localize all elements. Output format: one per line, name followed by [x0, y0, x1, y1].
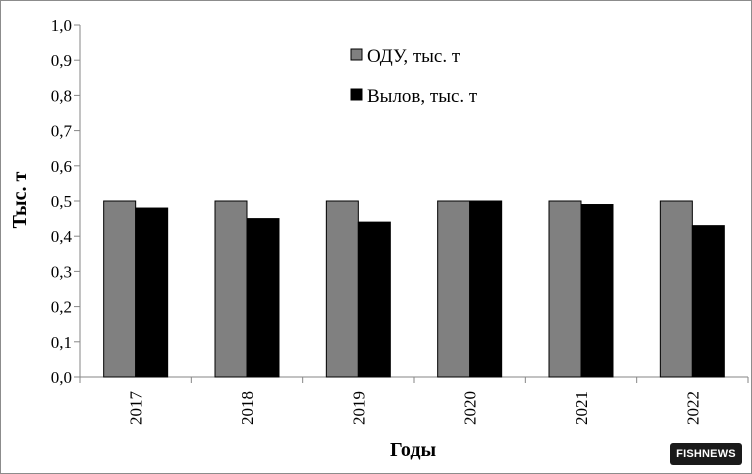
y-tick-label: 0,1	[51, 333, 72, 352]
x-tick-label: 2020	[461, 391, 480, 425]
bar-catch-2021	[580, 204, 614, 378]
legend: ОДУ, тыс. т Вылов, тыс. т	[350, 46, 478, 107]
y-tick-label: 0,2	[51, 298, 72, 317]
y-tick-label: 0,5	[51, 192, 72, 211]
y-axis: 0,0 0,1 0,2 0,3 0,4 0,5 0,6 0,7 0,8 0,9 1,0	[51, 16, 81, 387]
y-tick-label: 0,0	[51, 368, 72, 387]
x-tick-label: 2021	[572, 391, 591, 425]
y-axis-title: Тыс. т	[9, 172, 31, 229]
x-axis-title: Годы	[390, 439, 437, 461]
bar-odu-2022	[659, 200, 693, 378]
y-tick-label: 0,9	[51, 51, 72, 70]
legend-label-odu: ОДУ, тыс. т	[367, 46, 461, 67]
y-tick-label: 0,7	[51, 122, 73, 141]
bar-catch-2018	[246, 218, 280, 378]
x-tick-label: 2019	[349, 391, 368, 425]
bar-odu-2020	[437, 200, 471, 378]
bar-odu-2021	[548, 200, 582, 378]
x-tick-label: 2017	[127, 391, 146, 426]
bar-odu-2019	[325, 200, 359, 378]
legend-label-catch: Вылов, тыс. т	[367, 86, 478, 107]
x-tick-label: 2022	[683, 391, 702, 425]
y-tick-label: 0,6	[51, 157, 72, 176]
x-axis: 2017 2018 2019 2020 2021 2022	[79, 376, 749, 426]
bar-odu-2017	[103, 200, 137, 378]
bar-catch-2017	[135, 207, 169, 378]
y-tick-label: 0,8	[51, 86, 72, 105]
bars	[103, 200, 725, 378]
bar-odu-2018	[214, 200, 248, 378]
legend-swatch-odu	[350, 48, 363, 61]
x-tick-label: 2018	[238, 391, 257, 425]
bar-catch-2019	[357, 221, 391, 378]
bar-catch-2022	[691, 225, 725, 378]
y-tick-label: 0,4	[51, 227, 73, 246]
fishnews-logo: FISHNEWS	[670, 443, 742, 465]
bar-catch-2020	[469, 200, 503, 378]
legend-swatch-catch	[350, 88, 363, 101]
y-tick-label: 0,3	[51, 262, 72, 281]
y-tick-label: 1,0	[51, 16, 72, 35]
